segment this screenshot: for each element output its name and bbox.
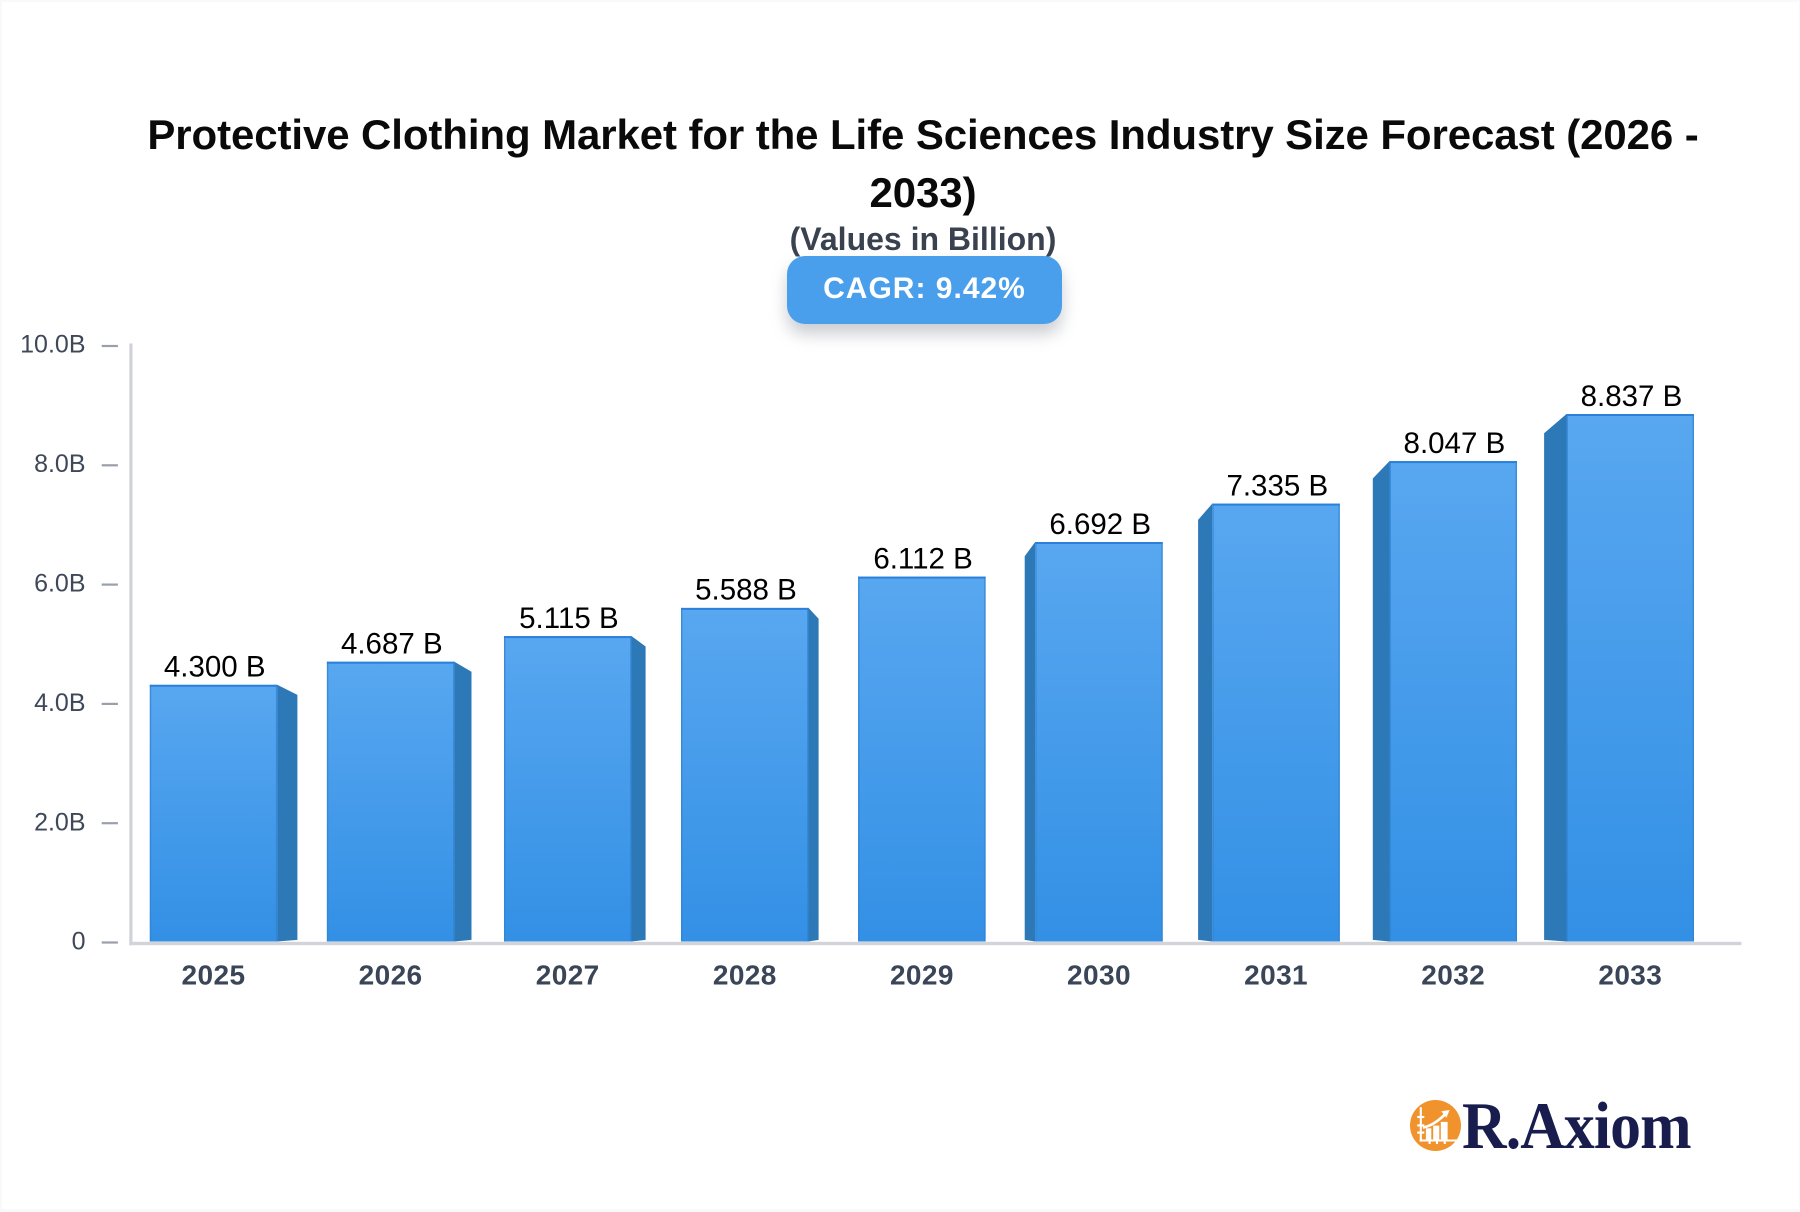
svg-text:4.0B: 4.0B: [34, 689, 85, 717]
svg-text:2029: 2029: [890, 959, 954, 990]
svg-text:2031: 2031: [1244, 959, 1308, 990]
svg-text:8.837 B: 8.837 B: [1581, 380, 1683, 413]
svg-text:8.0B: 8.0B: [34, 450, 85, 478]
svg-text:6.0B: 6.0B: [34, 570, 85, 598]
svg-text:6.112 B: 6.112 B: [873, 542, 973, 575]
svg-text:4.300 B: 4.300 B: [164, 651, 266, 684]
svg-text:2.0B: 2.0B: [34, 808, 85, 836]
svg-text:5.115 B: 5.115 B: [519, 602, 619, 635]
svg-text:2032: 2032: [1421, 959, 1485, 990]
svg-text:2028: 2028: [713, 959, 777, 990]
svg-text:0: 0: [72, 928, 86, 956]
svg-text:8.047 B: 8.047 B: [1404, 427, 1506, 460]
svg-text:2030: 2030: [1067, 959, 1131, 990]
svg-text:7.335 B: 7.335 B: [1226, 469, 1328, 502]
svg-text:10.0B: 10.0B: [20, 331, 85, 359]
svg-text:2033: 2033: [1598, 959, 1662, 990]
svg-text:4.687 B: 4.687 B: [341, 628, 443, 661]
svg-text:6.692 B: 6.692 B: [1049, 508, 1151, 541]
svg-text:2025: 2025: [182, 959, 246, 990]
svg-text:5.588 B: 5.588 B: [695, 574, 797, 607]
svg-text:2026: 2026: [359, 959, 423, 990]
svg-text:2027: 2027: [536, 959, 600, 990]
